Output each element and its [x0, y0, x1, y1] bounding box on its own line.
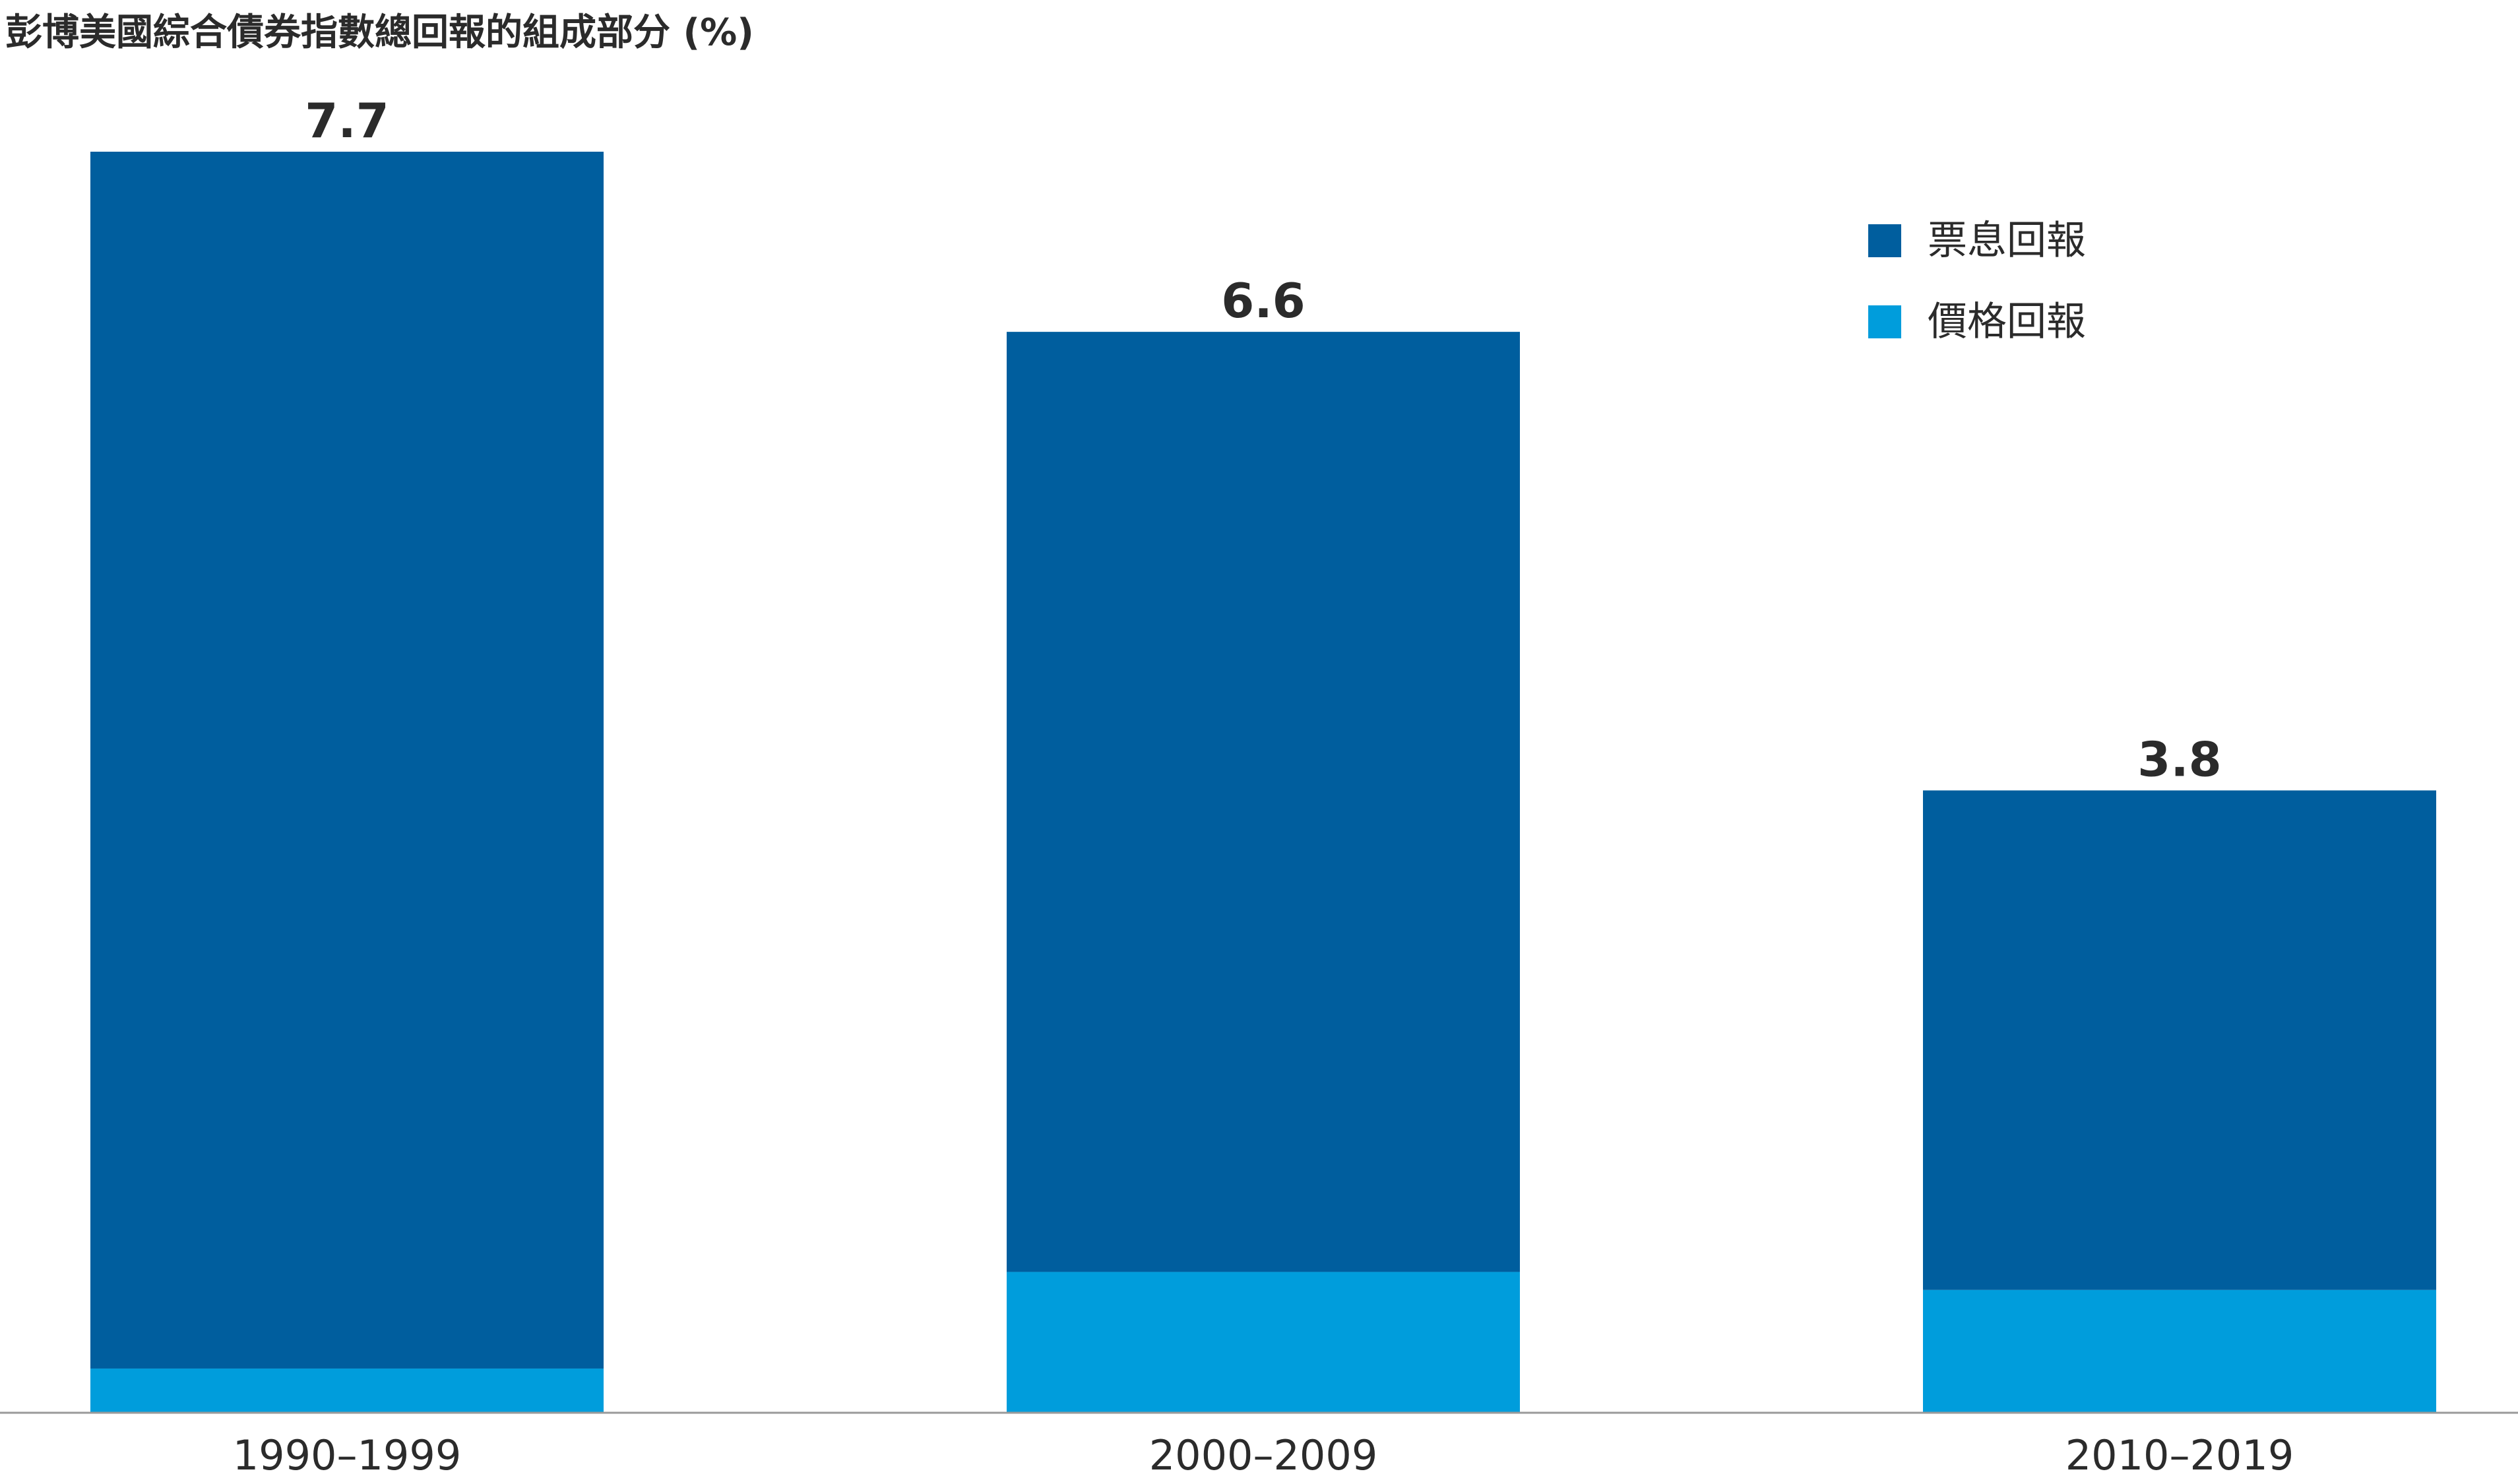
bars-layer: [90, 152, 2436, 1413]
legend-label: 票息回報: [1928, 218, 2086, 264]
bar-price-return-1: [1007, 1272, 1520, 1413]
bar-price-return-0: [90, 1368, 604, 1413]
total-value-label: 7.7: [305, 93, 389, 148]
bar-coupon-return-0: [90, 152, 604, 1369]
legend-swatch: [1868, 305, 1901, 338]
legend-label: 價格回報: [1928, 299, 2086, 345]
x-tick-label: 2010–2019: [2065, 1431, 2294, 1479]
bar-coupon-return-2: [1923, 790, 2436, 1290]
bar-coupon-return-1: [1007, 332, 1520, 1272]
legend-swatch: [1868, 224, 1901, 257]
chart-title: 彭博美國綜合債券指數總回報的組成部分 (%): [5, 11, 754, 54]
total-value-label: 6.6: [1221, 273, 1306, 328]
labels-layer: 7.7 1990–1999 6.6 2000–2009 3.8 2010–2019: [233, 93, 2294, 1479]
total-value-label: 3.8: [2137, 731, 2222, 787]
bar-price-return-2: [1923, 1289, 2436, 1413]
x-tick-label: 1990–1999: [233, 1431, 462, 1479]
x-tick-label: 2000–2009: [1149, 1431, 1378, 1479]
